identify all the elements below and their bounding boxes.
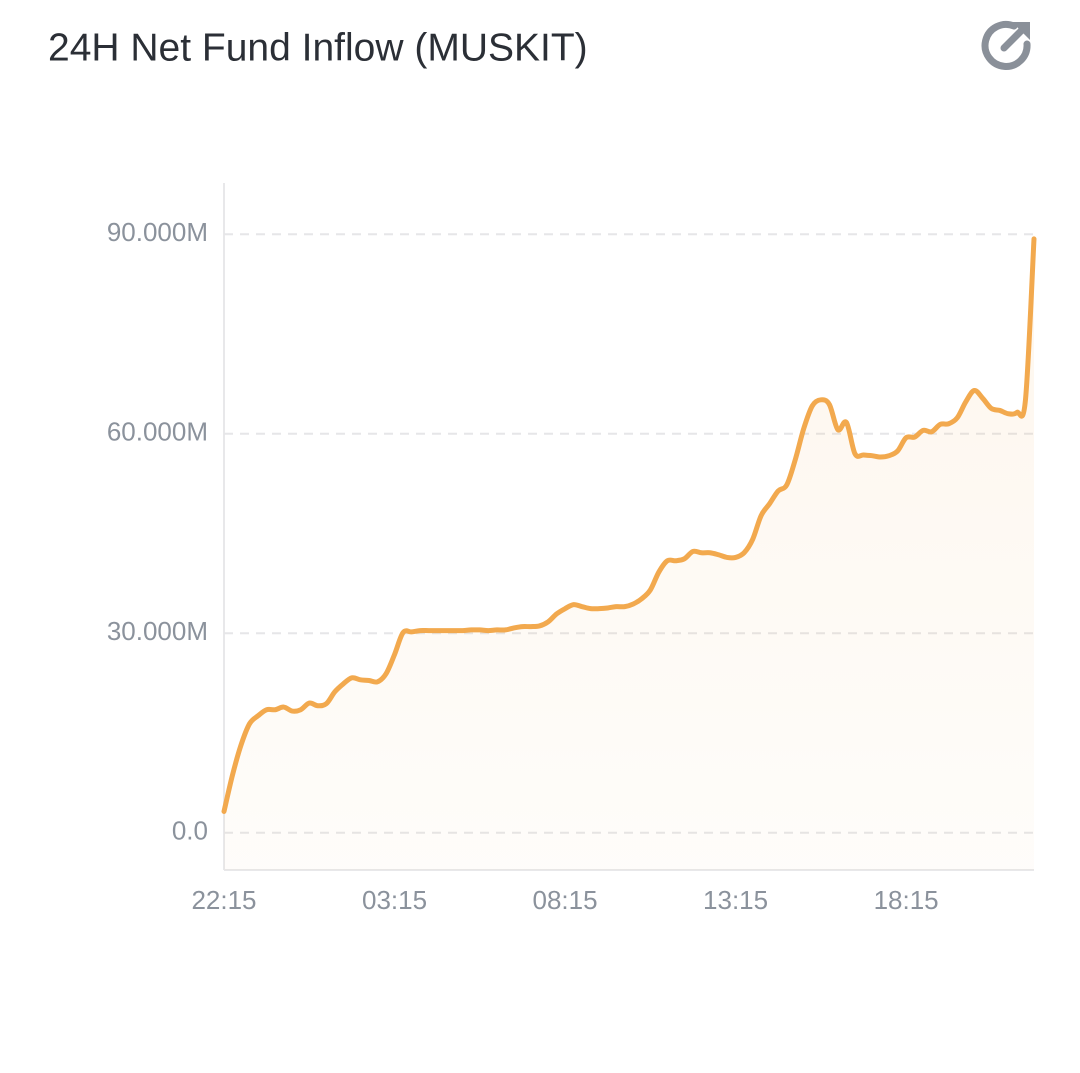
y-tick-label: 0.0 (172, 816, 208, 846)
area-fill (224, 238, 1034, 870)
x-tick-label: 22:15 (191, 885, 256, 915)
x-tick-label: 03:15 (362, 885, 427, 915)
share-icon[interactable] (981, 20, 1031, 70)
line-series (221, 236, 1037, 814)
y-tick-label: 90.000M (107, 217, 208, 247)
x-tick-label: 08:15 (533, 885, 598, 915)
y-tick-label: 30.000M (107, 616, 208, 646)
y-tick-label: 60.000M (107, 417, 208, 447)
chart-title: 24H Net Fund Inflow (MUSKIT) (48, 26, 588, 69)
x-tick-label: 13:15 (703, 885, 768, 915)
x-tick-label: 18:15 (874, 885, 939, 915)
